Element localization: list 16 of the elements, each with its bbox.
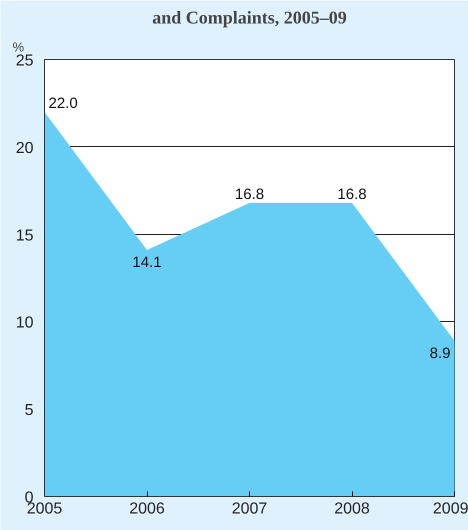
data-label: 16.8 xyxy=(234,186,264,203)
data-label: 16.8 xyxy=(337,186,367,203)
y-tick-label: 25 xyxy=(16,52,34,70)
y-tick-label: 15 xyxy=(16,227,34,244)
y-tick-label: 5 xyxy=(24,402,34,420)
x-tick-label: 2008 xyxy=(334,500,370,518)
data-label: 8.9 xyxy=(430,344,451,362)
x-tick-label: 2006 xyxy=(129,500,165,518)
y-axis-title: % xyxy=(12,40,24,54)
data-label: 22.0 xyxy=(48,94,78,112)
x-tick-label: 2007 xyxy=(232,500,268,518)
data-label: 14.1 xyxy=(132,254,162,272)
chart-title: and Complaints, 2005–09 xyxy=(152,8,347,28)
y-tick-label: 10 xyxy=(16,314,34,332)
x-tick-label: 2009 xyxy=(432,500,468,518)
y-tick-label: 20 xyxy=(16,140,34,157)
